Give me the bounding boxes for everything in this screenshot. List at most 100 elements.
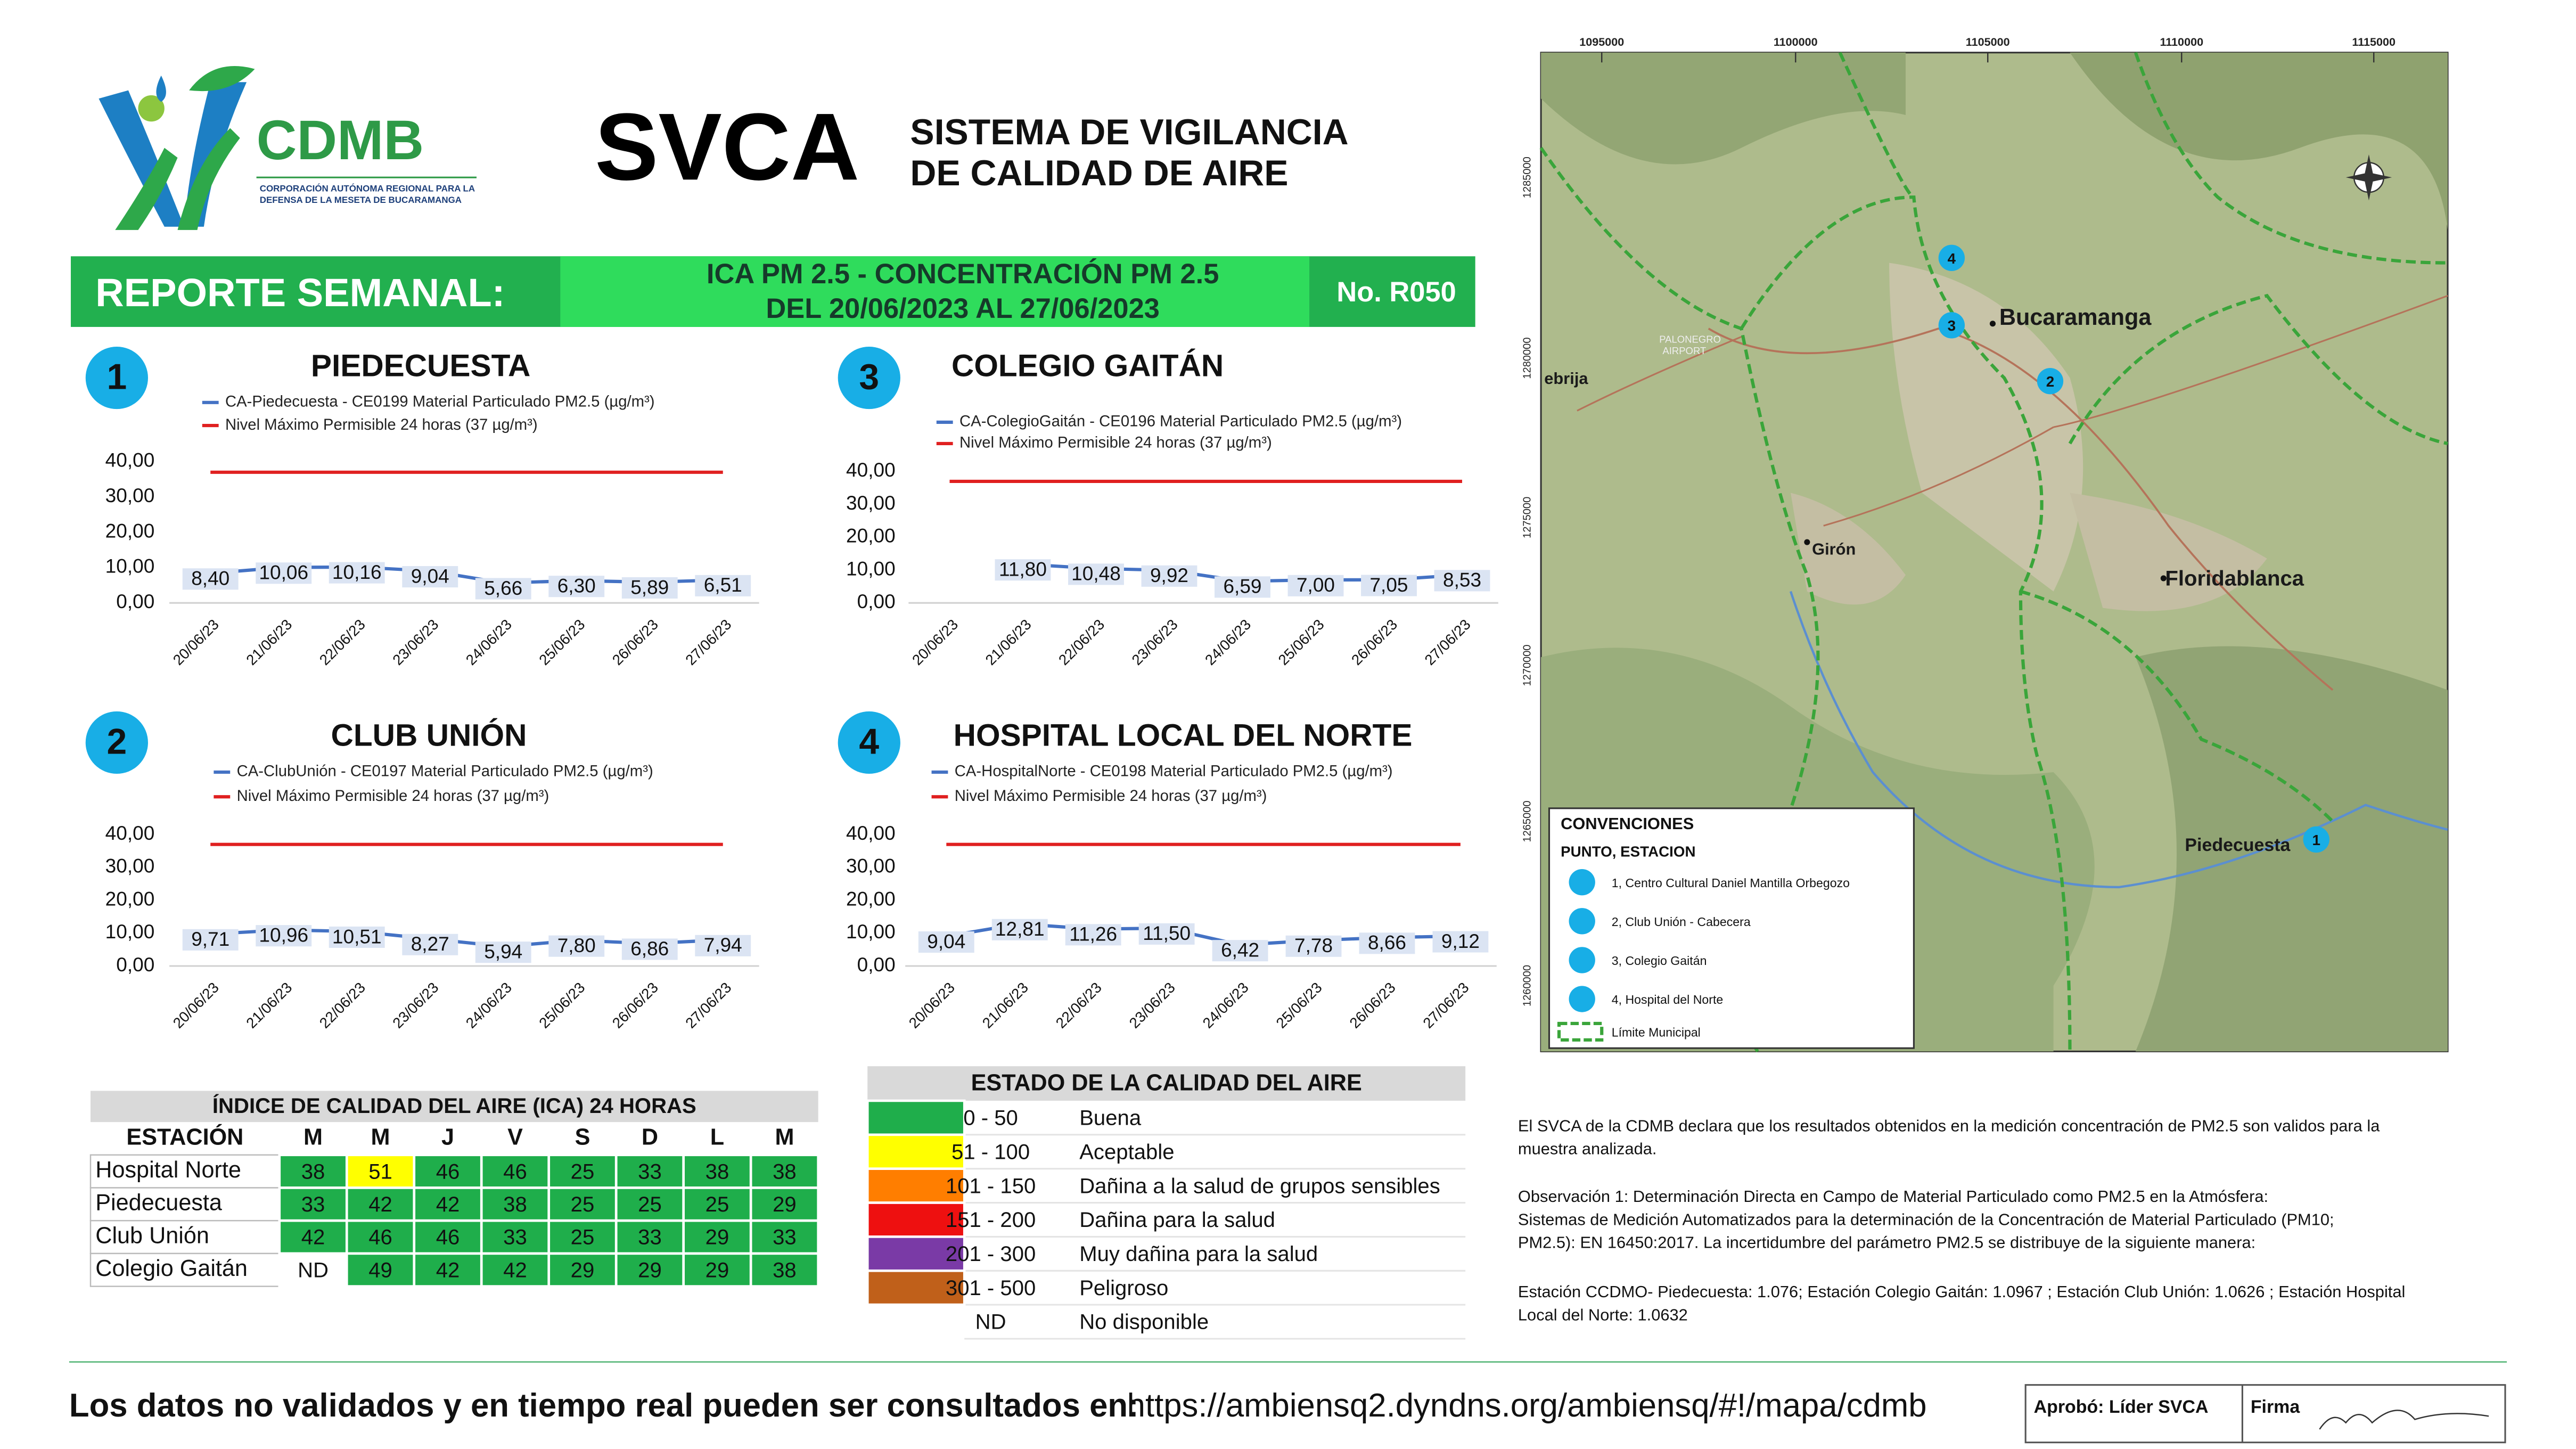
y-tick-label: 0,00 [116,953,154,976]
org-subtitle: CORPORACIÓN AUTÓNOMA REGIONAL PARA LA [260,183,475,193]
y-tick-label: 30,00 [846,492,896,514]
table-title-bg [91,1091,818,1123]
footer-url[interactable]: https://ambiensq2.dyndns.org/ambiensq/#!… [1127,1387,1927,1424]
panel-badge [838,711,900,774]
station-number: 3 [1948,317,1956,334]
y-tick-label: 30,00 [105,855,155,877]
value-label: 11,50 [1143,922,1191,944]
table-header: V [507,1124,523,1150]
table-header: J [441,1124,454,1150]
value-label-bg [1434,570,1490,592]
value-label: 7,94 [704,934,742,956]
value-label: 6,42 [1221,939,1259,961]
panel-number: 1 [106,357,127,397]
value-label: 11,26 [1069,923,1117,945]
place-name: Piedecuesta [2185,835,2291,855]
station-marker [2037,368,2064,395]
value-label-bg [1068,563,1124,585]
subtitle: DE CALIDAD DE AIRE [910,153,1288,193]
value-label: 9,92 [1150,564,1188,586]
y-tick-label: 40,00 [846,459,896,481]
value-label: 7,80 [557,934,596,956]
ica-value: 42 [301,1226,325,1249]
value-label-bg [475,578,531,600]
map-legend-boundary: Límite Municipal [1612,1026,1701,1039]
ica-value: 46 [503,1160,527,1183]
ica-value: 42 [436,1193,460,1216]
chart-title: PIEDECUESTA [311,349,530,383]
status-label: No disponible [1079,1311,1209,1334]
status-label: Dañina a la salud de grupos sensibles [1079,1174,1440,1198]
station-marker [2303,826,2329,853]
panel-number: 4 [859,722,879,762]
banner-topic: DEL 20/06/2023 AL 27/06/2023 [766,293,1160,324]
place-name: Floridablanca [2165,567,2304,591]
value-label-bg [1215,576,1270,598]
status-color [866,1099,966,1136]
station-cell [89,1252,281,1287]
y-tick-label: 10,00 [846,557,896,579]
value-label: 7,05 [1369,574,1408,596]
status-label: Dañina para la salud [1079,1208,1275,1232]
banner-label: REPORTE SEMANAL: [95,271,505,315]
panel-badge [85,346,148,410]
value-label-bg [695,935,751,956]
title: SVCA [595,93,859,200]
ica-value: 51 [368,1160,392,1183]
ica-value: 49 [368,1258,392,1282]
value-label-bg [621,577,678,599]
map [1499,20,2492,1073]
status-range: 201 - 300 [946,1242,1036,1266]
value-label-bg [256,925,312,947]
map-legend-subtitle: PUNTO, ESTACION [1561,843,1695,859]
ica-value: 38 [301,1160,325,1183]
ica-value: 25 [705,1193,729,1216]
org-name: CDMB [257,109,424,171]
value-label: 10,06 [259,561,308,584]
value-label: 10,96 [259,923,308,946]
town-dot [2160,575,2167,582]
panel-number: 2 [106,722,127,762]
table-header: D [642,1124,658,1150]
value-label-bg [402,566,458,588]
org-subtitle: DEFENSA DE LA MESETA DE BUCARAMANGA [260,195,462,205]
y-tick-label: 0,00 [857,953,896,976]
signature [2319,1410,2489,1430]
map-x-coord: 1115000 [2352,35,2395,48]
ica-value: 42 [503,1258,527,1282]
legend-label: Nivel Máximo Permisible 24 horas (37 µg/… [237,787,549,805]
value-label-bg [256,562,312,584]
value-label: 9,71 [191,928,229,950]
station-name: Colegio Gaitán [95,1256,248,1281]
value-label: 8,27 [411,932,449,955]
legend-label: Nivel Máximo Permisible 24 horas (37 µg/… [225,416,538,433]
value-label: 10,16 [332,561,382,583]
station-number: 1 [2312,832,2320,848]
note-line: El SVCA de la CDMB declara que los resul… [1518,1116,2380,1135]
value-label-bg [621,938,678,960]
map-legend-marker [1569,908,1595,935]
ica-value: 42 [368,1193,392,1216]
map-x-coord: 1095000 [1579,35,1624,48]
ica-cell [749,1153,819,1189]
banner-center [560,256,1310,327]
value-label: 12,81 [995,918,1045,940]
value-label: 10,48 [1071,562,1121,585]
ica-value: 29 [773,1193,797,1216]
y-tick-label: 20,00 [846,887,896,910]
map-legend-item: 2, Club Unión - Cabecera [1612,915,1751,929]
ica-value: 25 [571,1226,595,1249]
ica-value: 38 [705,1160,729,1183]
place-name: Bucaramanga [1999,305,2152,330]
value-label: 9,04 [411,564,449,587]
value-label: 8,66 [1368,931,1406,954]
ica-value: 33 [503,1226,527,1249]
value-label-bg [1065,924,1121,946]
value-label-bg [548,576,605,597]
subtitle: SISTEMA DE VIGILANCIA [910,112,1348,152]
status-label: Aceptable [1079,1140,1174,1164]
status-color [866,1303,966,1340]
map-x-coord: 1110000 [2160,35,2203,48]
map-y-coord: 1280000 [1522,338,1533,379]
